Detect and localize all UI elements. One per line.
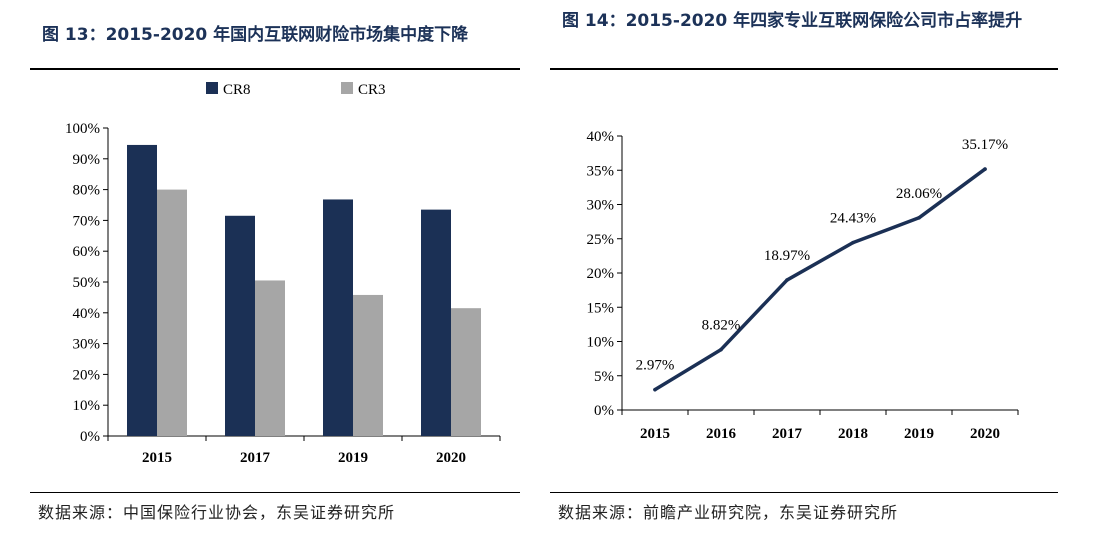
legend-swatch-cr8 [206, 82, 218, 94]
x-tick-label: 2020 [970, 426, 1000, 442]
data-label: 8.82% [702, 318, 741, 334]
bar-cr8-2017 [225, 215, 255, 436]
right-figure-source: 数据来源：前瞻产业研究院，东吴证券研究所 [558, 503, 899, 522]
left-figure-title: 图 13：2015-2020 年国内互联网财险市场集中度下降 [42, 25, 469, 45]
legend-label-cr8: CR8 [223, 82, 251, 98]
x-tick-label: 2017 [240, 450, 271, 466]
y-tick-label: 10% [73, 398, 101, 414]
y-tick-label: 30% [587, 198, 615, 214]
data-point [785, 278, 789, 282]
bar-cr8-2015 [127, 144, 157, 436]
data-label: 24.43% [830, 211, 876, 227]
data-label: 28.06% [896, 186, 942, 202]
right-title-rule [550, 68, 1058, 70]
y-tick-label: 90% [73, 152, 101, 168]
legend-label-cr3: CR3 [358, 82, 386, 98]
y-tick-label: 35% [587, 163, 615, 179]
y-tick-label: 5% [594, 369, 614, 385]
right-figure-panel: 图 14：2015-2020 年四家专业互联网保险公司市占率提升 0% 5% 10%… [550, 0, 1058, 540]
y-tick-label: 10% [587, 335, 615, 351]
left-title-rule [30, 68, 520, 70]
y-tick-label: 20% [73, 367, 101, 383]
x-tick-label: 2019 [904, 426, 934, 442]
y-tick-label: 25% [587, 232, 615, 248]
legend-swatch-cr3 [341, 82, 353, 94]
left-figure-source: 数据来源：中国保险行业协会，东吴证券研究所 [38, 503, 396, 522]
y-tick-label: 50% [73, 275, 101, 291]
series-line-market-share [653, 167, 987, 392]
left-source-rule [30, 492, 520, 493]
x-tick-label: 2020 [436, 450, 466, 466]
x-tick-label: 2016 [706, 426, 737, 442]
y-tick-label: 30% [73, 337, 101, 353]
data-point [653, 387, 657, 392]
y-tick-label: 15% [587, 300, 615, 316]
bar-chart: CR8 CR3 0% 10% 20% 30% 40% 50% 60% 70% 80% 90% 100% 2… [65, 82, 501, 466]
data-point [719, 347, 723, 352]
y-tick-label: 70% [73, 213, 101, 229]
bar-cr8-2020 [421, 209, 451, 436]
x-tick-label: 2018 [838, 426, 868, 442]
y-tick-label: 40% [73, 306, 101, 322]
x-tick-label: 2019 [338, 450, 368, 466]
bar-cr3-2019 [353, 294, 383, 436]
data-label: 35.17% [962, 137, 1008, 153]
y-tick-label: 100% [65, 121, 100, 137]
right-source-rule [550, 492, 1058, 493]
x-tick-label: 2017 [772, 426, 803, 442]
data-label: 2.97% [636, 358, 675, 374]
y-tick-label: 20% [587, 266, 615, 282]
right-figure-title: 图 14：2015-2020 年四家专业互联网保险公司市占率提升 [562, 11, 1023, 31]
line-chart: 0% 5% 10% 15% 20% 25% 30% 35% 40% 2015 2016 2017 201… [587, 129, 1019, 442]
y-tick-label: 0% [80, 429, 100, 445]
data-point [851, 240, 855, 245]
bar-cr8-2019 [323, 199, 353, 436]
y-tick-label: 60% [73, 244, 101, 260]
y-tick-label: 0% [594, 403, 614, 419]
bar-cr3-2020 [451, 308, 481, 436]
data-point [917, 215, 921, 220]
bar-cr3-2017 [255, 280, 285, 436]
data-label: 18.97% [764, 248, 810, 264]
left-figure-panel: 图 13：2015-2020 年国内互联网财险市场集中度下降 CR8 CR3 0% 1… [30, 0, 520, 540]
y-tick-label: 80% [73, 183, 101, 199]
data-point [983, 167, 987, 171]
x-tick-label: 2015 [640, 426, 670, 442]
bar-cr3-2015 [157, 189, 187, 436]
x-tick-label: 2015 [142, 450, 172, 466]
y-tick-label: 40% [587, 129, 615, 145]
